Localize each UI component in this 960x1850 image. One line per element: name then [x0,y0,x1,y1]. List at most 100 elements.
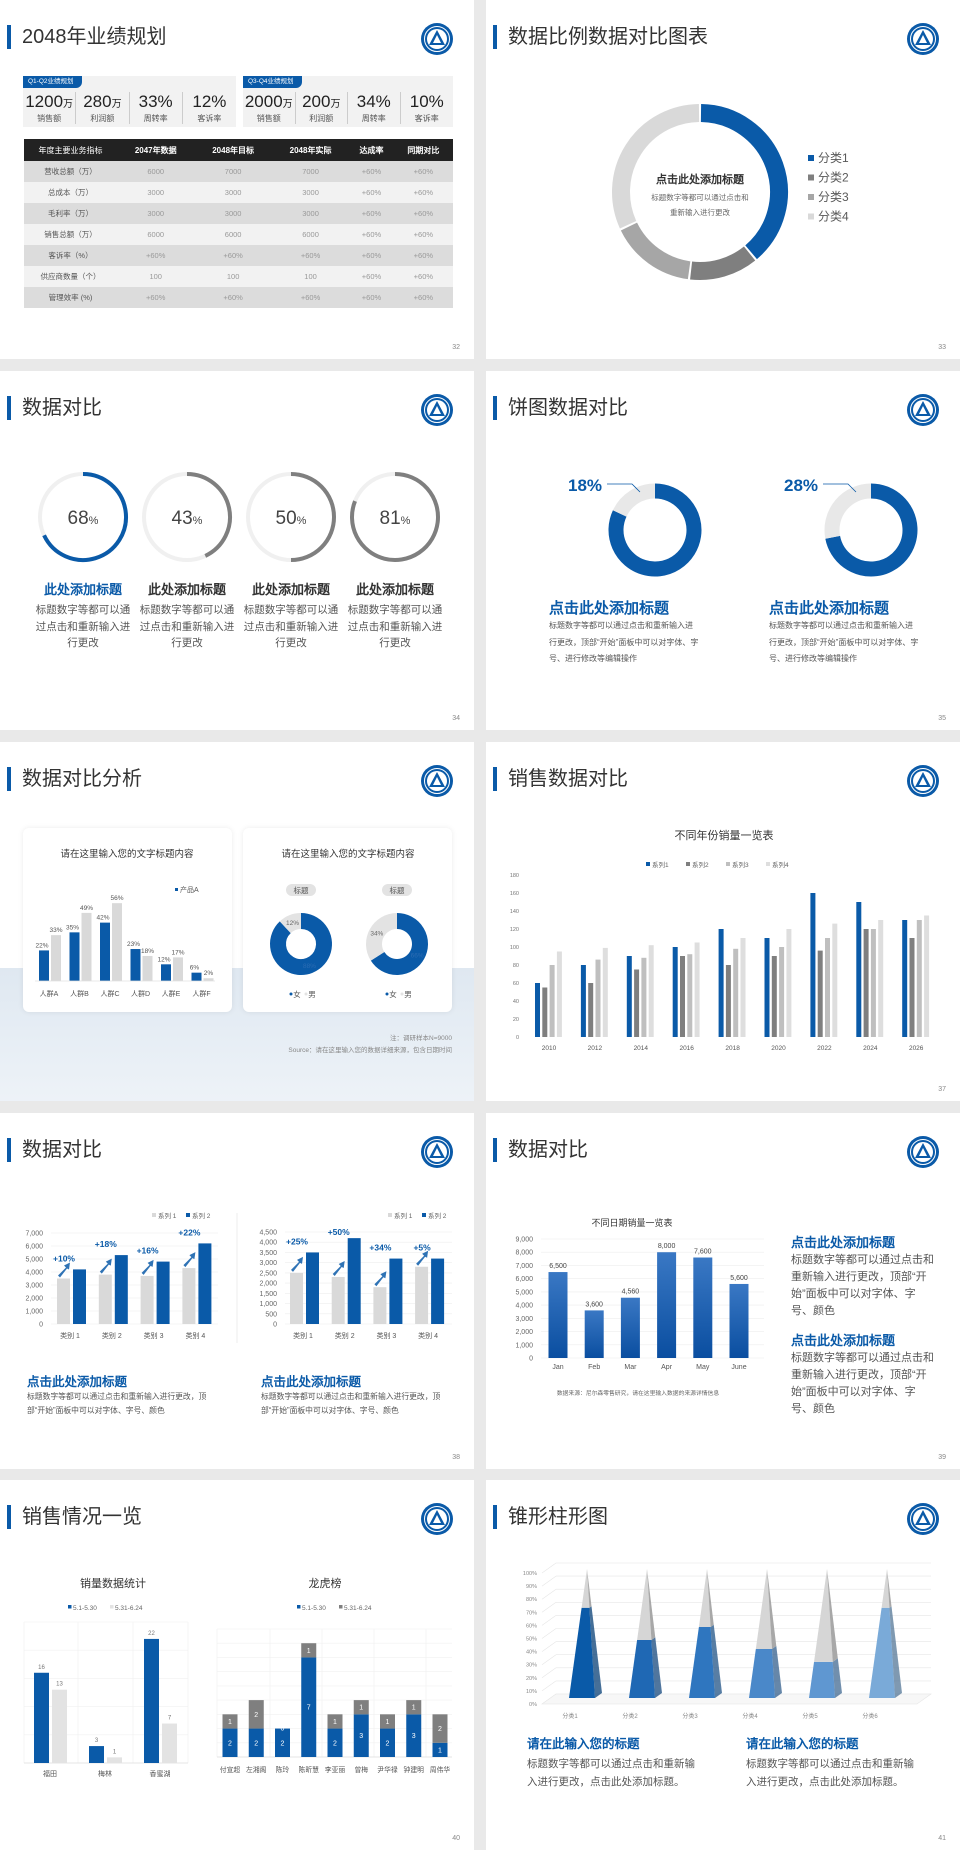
logo-triangle-inner [919,777,927,785]
table-row: 销售总额（万） 6000 6000 6000 +60% +60% [24,224,453,245]
y-tick-label: 2,000 [515,1329,533,1336]
table-cell: 3000 [117,203,195,224]
gridline-side [541,1654,557,1665]
bar [657,1252,677,1358]
donut-segment-4 [612,104,700,229]
bar [156,1261,170,1324]
bar-data-label: 2 [254,1712,258,1719]
bar [924,915,930,1037]
bar-data-label: 1 [359,1705,363,1712]
bar [595,959,601,1037]
x-tick-label: 类别 3 [376,1331,396,1340]
bar-data-label: 8,000 [658,1243,676,1250]
bar [331,1276,345,1324]
cone-remainder-face [581,1569,590,1608]
table-cell: 销售总额（万） [24,224,117,245]
bar [641,957,647,1037]
slide-canvas: 分类1 分类2 分类3 分类4 点击此处添加标题标题数字等都可以通过点击和重新输入进行更… [612,104,849,280]
item-title: 此处添加标题 [251,582,330,597]
y-tick-label: 3,000 [515,1316,533,1323]
cone-remainder-face [755,1569,772,1649]
table-cell: 6000 [117,224,195,245]
bar [634,969,640,1037]
cone-value-face [710,1624,722,1698]
y-tick-label: 500 [265,1311,277,1318]
donut-percent-label: 18% [568,476,602,495]
bar [832,923,838,1037]
slide-title: 销售情况一览 [22,1506,142,1528]
table-cell: 7000 [194,161,272,182]
kpi-value: 33% [130,92,182,114]
progress-value: 81% [380,508,411,529]
stacked-bar-segment [248,1700,264,1729]
y-tick-label: 1,000 [515,1342,533,1349]
bar [39,950,49,981]
kpi-number: 10% [409,92,444,111]
legend-dot [385,992,389,996]
y-tick-label: 20% [526,1676,537,1682]
kpi-number: 280 [83,92,112,111]
bar [549,965,555,1037]
logo-ring [910,1506,936,1532]
growth-arrow-icon [58,1262,70,1278]
legend-swatch [808,155,814,161]
logo-ring [910,1139,936,1165]
slide-36: 数据对比分析36请在这里输入您的文字标题内容请在这里输入您的文字标题内容22%3… [0,742,474,1101]
table-cell: 营收总额（万） [24,161,117,182]
x-tick-label: 类别 4 [418,1331,438,1340]
slide-title: 数据对比分析 [22,768,142,790]
page-number: 38 [452,1454,460,1461]
x-tick-label: 类别 1 [60,1331,80,1340]
bar [140,1275,154,1324]
bar [89,1746,104,1763]
donut-main-segment [825,483,918,577]
bar-data-label: 3 [359,1733,363,1740]
table-cell: 100 [194,266,272,287]
bar [144,1638,159,1763]
slide-title: 2048年业绩规划 [22,26,167,48]
kpi-item: 33% 周转率 [130,92,183,124]
left-text: 标题数字等都可以通过点击和重新输入进行更改，顶部“开始”面板中可以对字体、字号、… [27,1392,207,1415]
legend-label: 5.31-6.24 [344,1605,372,1612]
slide-title: 数据比例数据对比图表 [508,26,708,48]
logo-ring [910,26,936,52]
y-tick-label: 40 [513,999,519,1005]
progress-unit: % [297,515,307,527]
item-text: 标题数字等都可以通过点击和重新输入进行更改 [347,604,443,649]
kpi-number: 2000 [244,92,283,111]
school-emblem-logo [421,1503,453,1535]
table-row: 管理效率 (%) +60% +60% +60% +60% +60% [24,287,453,308]
table-cell: +60% [349,203,394,224]
bar [290,1272,303,1324]
bar [100,922,110,981]
table-cell: 3000 [194,203,272,224]
x-tick-label: 分类5 [802,1712,818,1720]
y-tick-label: 80% [526,1597,537,1603]
bar-data-label: 22 [148,1631,155,1637]
y-tick-label: 3,000 [25,1283,43,1290]
school-emblem-logo [421,23,453,55]
legend-swatch [68,1605,72,1609]
bar [580,965,586,1037]
progress-ring-fill [186,472,232,558]
bar [902,920,908,1037]
x-tick-label: 分类3 [682,1712,698,1720]
bar [112,903,122,981]
table-cell: 3000 [271,182,350,203]
logo-triangle-inner [919,1515,927,1523]
x-tick-label: 2012 [588,1045,603,1052]
legend-label: 系列1 [652,860,669,869]
school-emblem-logo [907,1503,939,1535]
category-label: 人群D [131,989,150,998]
title-accent-bar [7,1138,11,1162]
y-tick-label: 0 [529,1356,533,1363]
slide-canvas: 68% 43% 50% 81% [38,472,440,562]
x-tick-label: 2014 [634,1045,649,1052]
x-tick-label: 2026 [909,1045,924,1052]
bar [626,956,632,1037]
kpi-label: 周转率 [143,114,168,123]
bar-data-label: 1 [386,1719,390,1726]
title-accent-bar [493,767,497,791]
school-emblem-logo [421,1136,453,1168]
category-label: 人群A [40,989,59,998]
